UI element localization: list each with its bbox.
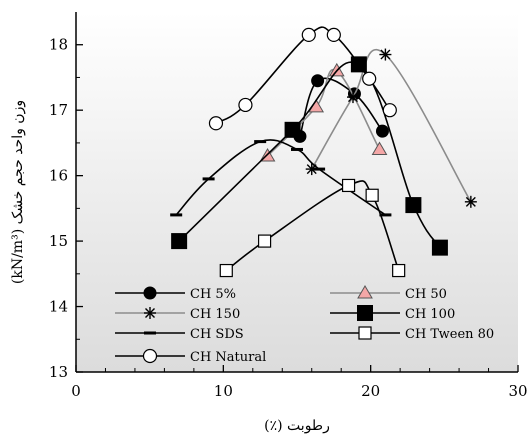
y-tick-label-17: 17 — [49, 101, 68, 119]
data-point-ch-5-4 — [375, 124, 389, 138]
data-point-ch-natural-3 — [301, 27, 316, 43]
data-point-ch-150-2 — [346, 91, 359, 104]
data-point-ch-natural-4 — [326, 27, 341, 43]
legend-entry-ch-tween-80: CH Tween 80 — [330, 326, 494, 342]
data-point-ch-150-3 — [379, 48, 392, 61]
legend-label-ch-5: CH 5% — [190, 287, 236, 302]
data-point-ch-sds-4 — [291, 147, 303, 151]
legend-entry-ch-natural: CH Natural — [115, 348, 266, 365]
series-line-ch-5 — [299, 77, 384, 137]
x-axis-title: رطوبت (٪) — [264, 418, 330, 434]
data-point-ch-sds-1 — [170, 213, 183, 217]
data-point-ch-tween-80-1 — [219, 263, 233, 278]
legend-marker-ch-natural — [142, 348, 158, 364]
series-ch-sds — [170, 139, 392, 217]
data-point-ch-100-4 — [405, 197, 422, 214]
legend-entry-ch-sds: CH SDS — [115, 327, 244, 342]
y-tick-label-13: 13 — [49, 363, 68, 381]
data-point-ch-sds-5 — [313, 167, 326, 171]
legend-label-ch-tween-80: CH Tween 80 — [405, 327, 494, 342]
data-point-ch-natural-1 — [208, 116, 224, 131]
data-point-ch-natural-2 — [238, 97, 253, 113]
legend-label-ch-100: CH 100 — [405, 307, 455, 322]
data-point-ch-150-4 — [464, 195, 477, 208]
y-tick-label-14: 14 — [49, 298, 68, 316]
legend-label-ch-50: CH 50 — [405, 287, 447, 302]
data-point-ch-tween-80-2 — [257, 234, 272, 248]
y-tick-label-18: 18 — [49, 36, 68, 54]
x-tick-label-30: 30 — [508, 382, 527, 400]
y-axis-title: (kN/m³) وزن واحد حجم خشک — [10, 100, 26, 284]
y-tick-label-15: 15 — [49, 232, 68, 250]
series-line-ch-sds — [175, 139, 386, 216]
legend-entry-ch-100: CH 100 — [330, 305, 455, 322]
data-point-ch-tween-80-5 — [392, 263, 406, 278]
data-point-ch-natural-5 — [362, 71, 377, 86]
data-point-ch-tween-80-3 — [341, 178, 356, 193]
x-tick-label-10: 10 — [214, 382, 233, 400]
legend-marker-ch-tween-80 — [358, 326, 372, 340]
data-point-ch-50-4 — [371, 141, 388, 155]
data-point-ch-100-5 — [431, 239, 448, 256]
legend-label-ch-natural: CH Natural — [190, 350, 266, 365]
series-line-ch-150 — [311, 48, 472, 203]
legend-marker-ch-150 — [144, 307, 156, 319]
data-point-ch-natural-6 — [382, 103, 397, 118]
legend-marker-ch-50 — [357, 285, 373, 299]
series-ch-tween-80 — [219, 178, 406, 278]
data-point-ch-tween-80-4 — [365, 188, 379, 202]
legend-entry-ch-150: CH 150 — [115, 307, 240, 322]
series-ch-100 — [171, 56, 448, 256]
legend-marker-ch-100 — [357, 305, 373, 321]
legend-marker-ch-sds — [144, 331, 156, 335]
legend-label-ch-sds: CH SDS — [190, 327, 244, 342]
data-point-ch-sds-3 — [254, 140, 267, 144]
legend-marker-ch-5 — [143, 286, 157, 300]
legend-label-ch-150: CH 150 — [190, 307, 240, 322]
y-tick-label-16: 16 — [49, 167, 68, 185]
series-ch-150 — [305, 48, 477, 208]
data-point-ch-100-2 — [284, 121, 301, 138]
series-ch-natural — [208, 26, 397, 131]
data-point-ch-100-1 — [171, 233, 188, 250]
data-point-ch-sds-6 — [379, 213, 392, 217]
data-point-ch-5-2 — [311, 74, 325, 88]
legend-entry-ch-5: CH 5% — [115, 286, 236, 302]
data-point-ch-sds-2 — [202, 177, 215, 181]
x-tick-label-0: 0 — [71, 382, 81, 400]
x-tick-label-20: 20 — [361, 382, 380, 400]
legend-entry-ch-50: CH 50 — [330, 285, 447, 302]
